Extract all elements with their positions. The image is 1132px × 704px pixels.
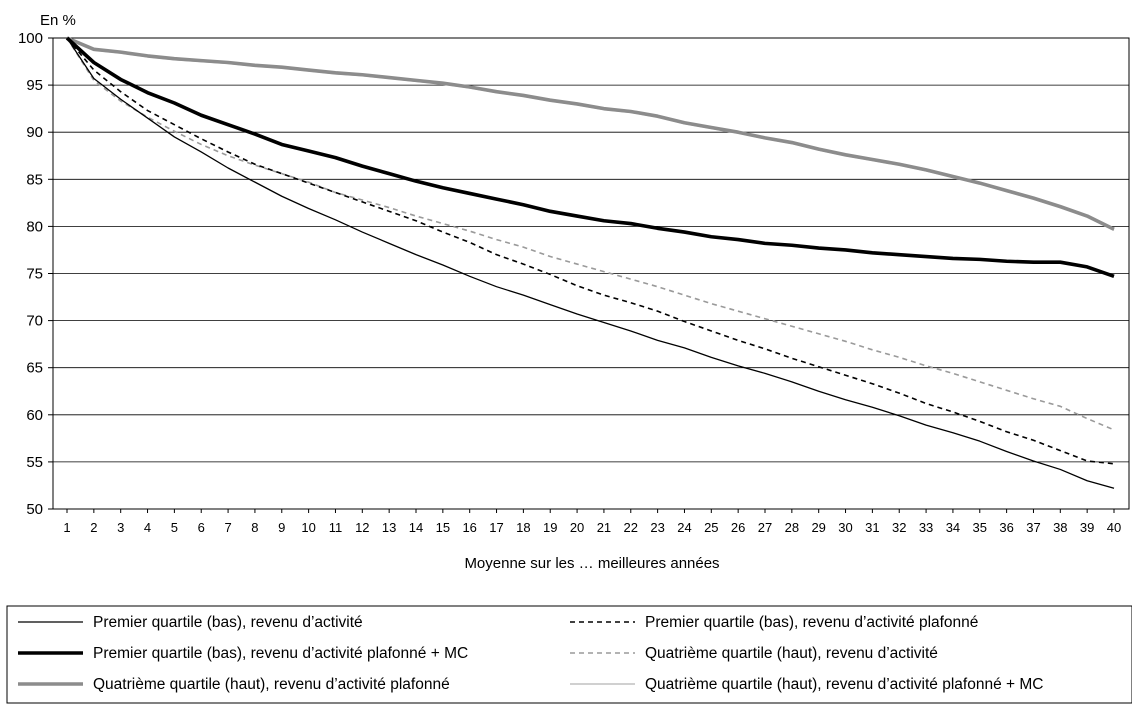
y-tick-label: 65 [26,360,43,377]
y-tick-label: 60 [26,407,43,424]
x-tick-label: 20 [570,520,584,535]
x-tick-label: 2 [90,520,97,535]
y-tick-label: 75 [26,266,43,283]
x-tick-label: 30 [838,520,852,535]
x-tick-label: 21 [597,520,611,535]
series-line-3 [65,36,1115,279]
x-tick-label: 40 [1107,520,1121,535]
x-tick-label: 22 [624,520,638,535]
x-tick-label: 3 [117,520,124,535]
x-tick-label: 23 [650,520,664,535]
x-tick-label: 31 [865,520,879,535]
legend-label-1: Premier quartile (bas), revenu d’activit… [93,614,363,631]
x-tick-label: 14 [409,520,423,535]
y-tick-label: 90 [26,124,43,141]
x-tick-label: 12 [355,520,369,535]
y-tick-label: 55 [26,454,43,471]
series-line-6 [66,37,1115,231]
x-tick-label: 18 [516,520,530,535]
x-axis: 1 2 3 4 5 6 7 8 9 10 11 12 13 14 15 16 17 18 19 20 21 22 23 24 2… [63,509,1121,535]
x-tick-label: 15 [436,520,450,535]
x-tick-label: 19 [543,520,557,535]
x-tick-label: 5 [171,520,178,535]
series-line-1 [66,37,1115,489]
y-axis: 50 55 60 65 70 75 80 85 90 95 100 [18,30,53,518]
x-tick-label: 29 [811,520,825,535]
y-axis-title: En % [40,12,76,29]
series-line-2 [66,37,1115,465]
x-tick-label: 38 [1053,520,1067,535]
x-axis-title: Moyenne sur les … meilleures années [464,555,719,572]
x-tick-label: 11 [329,520,343,535]
x-tick-label: 6 [198,520,205,535]
y-tick-label: 85 [26,171,43,188]
x-tick-label: 10 [301,520,315,535]
legend-label-5: Quatrième quartile (haut), revenu d’acti… [93,676,450,693]
x-tick-label: 9 [278,520,285,535]
x-tick-label: 25 [704,520,718,535]
x-tick-label: 27 [758,520,772,535]
legend-box [6,605,1132,704]
legend-label-4: Quatrième quartile (haut), revenu d’acti… [645,645,938,662]
x-tick-label: 24 [677,520,691,535]
x-tick-label: 35 [973,520,987,535]
legend: Premier quartile (bas), revenu d’activit… [18,614,1043,693]
y-tick-label: 95 [26,77,43,94]
x-tick-label: 16 [462,520,476,535]
x-tick-label: 39 [1080,520,1094,535]
x-tick-label: 8 [251,520,258,535]
x-tick-label: 13 [382,520,396,535]
series-line-5 [66,36,1115,231]
grid-lines [53,37,1129,510]
x-tick-label: 33 [919,520,933,535]
y-tick-label: 100 [18,30,43,47]
x-tick-label: 4 [144,520,151,535]
x-tick-label: 17 [489,520,503,535]
x-tick-label: 36 [999,520,1013,535]
legend-label-3: Premier quartile (bas), revenu d’activit… [93,645,468,662]
series-lines [65,36,1115,489]
x-tick-label: 28 [785,520,799,535]
y-tick-label: 80 [26,218,43,235]
y-tick-label: 70 [26,313,43,330]
x-tick-label: 26 [731,520,745,535]
x-tick-label: 32 [892,520,906,535]
y-tick-label: 50 [26,501,43,518]
x-tick-label: 37 [1026,520,1040,535]
legend-label-2: Premier quartile (bas), revenu d’activit… [645,614,978,631]
legend-label-6: Quatrième quartile (haut), revenu d’acti… [645,676,1043,693]
x-tick-label: 34 [946,520,960,535]
x-tick-label: 7 [224,520,231,535]
series-line-4 [66,37,1115,431]
x-tick-label: 1 [63,520,70,535]
